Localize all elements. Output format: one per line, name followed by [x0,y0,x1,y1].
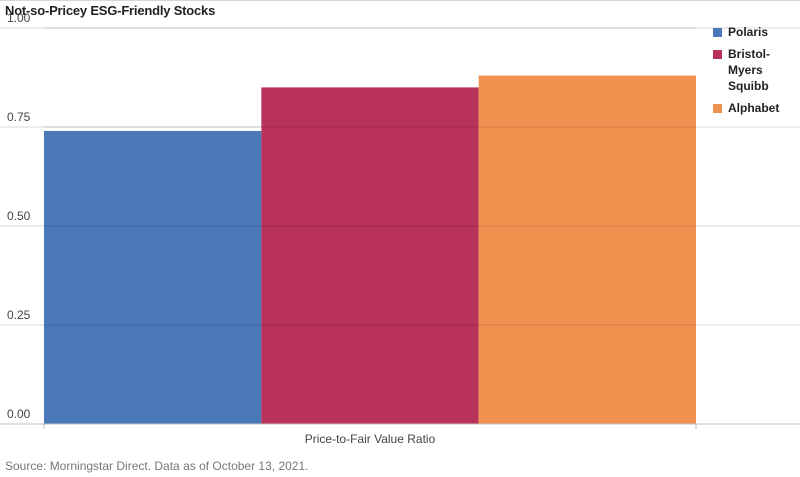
legend-item: Bristol-Myers Squibb [713,46,800,94]
y-tick-label: 0.25 [7,308,31,322]
legend-label: Polaris [728,25,769,39]
bar-polaris [44,130,262,424]
top-rule [0,0,800,1]
y-tick-label: 0.00 [7,407,31,421]
y-tick-label: 0.50 [7,209,31,223]
bar-bristol-myers-squibb [261,87,479,425]
source-note: Source: Morningstar Direct. Data as of O… [5,459,309,473]
legend-swatch [713,28,722,37]
bar-alphabet [478,75,696,425]
legend-label: Bristol-Myers Squibb [728,47,770,93]
x-axis-label: Price-to-Fair Value Ratio [305,432,436,446]
legend-item: Alphabet [713,100,800,116]
legend-swatch [713,104,722,113]
bars [44,27,696,425]
y-tick-label: 0.75 [7,110,31,124]
y-tick-label: 1.00 [7,11,31,25]
chart-title: Not-so-Pricey ESG-Friendly Stocks [5,3,216,18]
axes [0,423,800,429]
legend-swatch [713,50,722,59]
y-tick-labels: 0.00 0.25 0.50 0.75 1.00 [7,11,31,421]
legend: Polaris Bristol-Myers Squibb Alphabet [713,24,800,122]
legend-label: Alphabet [728,101,780,115]
legend-item: Polaris [713,24,800,40]
